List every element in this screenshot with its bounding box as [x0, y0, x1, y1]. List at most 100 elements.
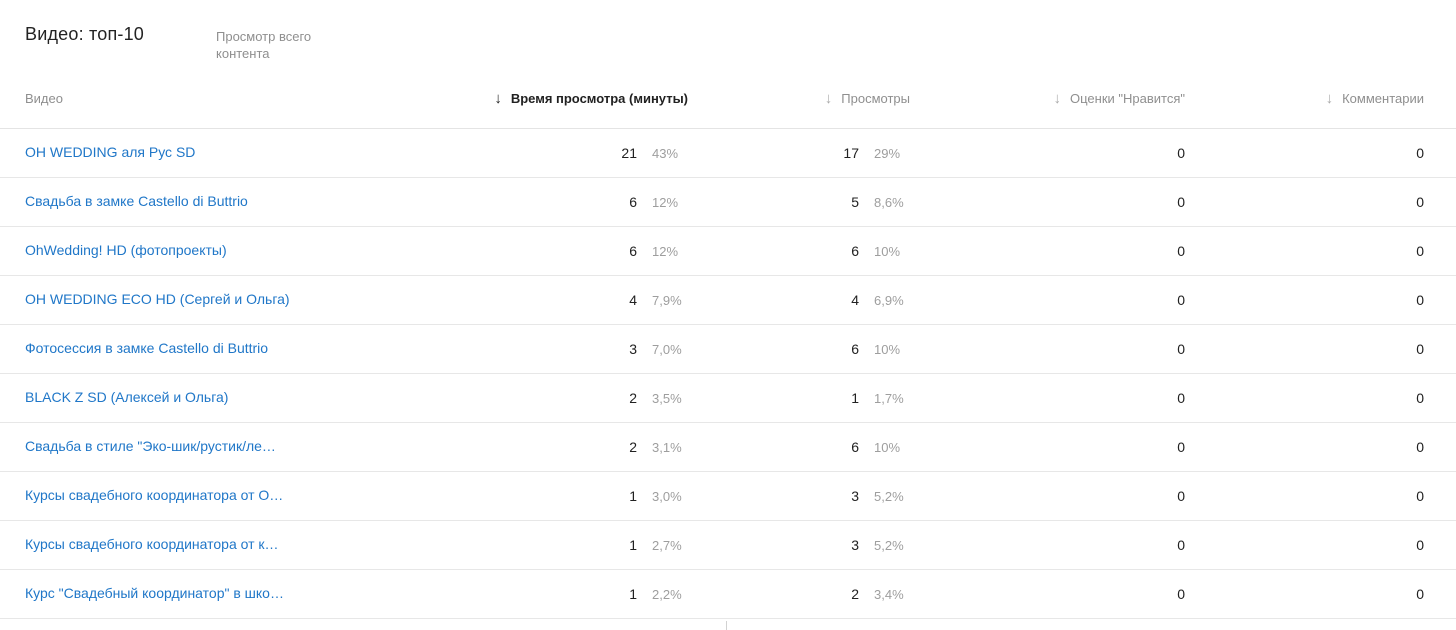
likes-value: 0 [1177, 537, 1185, 553]
comments-cell: 0 [1185, 537, 1424, 553]
watch-time-percent: 3,1% [652, 440, 682, 455]
views-percent: 3,4% [874, 587, 904, 602]
likes-cell: 0 [910, 194, 1185, 210]
video-link[interactable]: Курс "Свадебный координатор" в шко… [25, 585, 284, 601]
video-link[interactable]: Фотосессия в замке Castello di Buttrio [25, 340, 269, 356]
video-title-cell: Фотосессия в замке Castello di Buttrio [25, 340, 388, 358]
column-header-likes[interactable]: ↓ Оценки "Нравится" [910, 90, 1185, 107]
view-all-content-link[interactable]: Просмотр всего контента [216, 29, 312, 61]
watch-time-percent: 7,0% [652, 342, 682, 357]
views-value: 6 [851, 439, 859, 455]
column-header-watch-time[interactable]: ↓ Время просмотра (минуты) [388, 90, 688, 107]
video-link[interactable]: BLACK Z SD (Алексей и Ольга) [25, 389, 229, 405]
views-value: 5 [851, 194, 859, 210]
views-cell: 5 8,6% [688, 194, 910, 210]
video-link[interactable]: Свадьба в замке Castello di Buttrio [25, 193, 248, 209]
comments-value: 0 [1416, 145, 1424, 161]
comments-value: 0 [1416, 243, 1424, 259]
views-percent: 8,6% [874, 195, 904, 210]
watch-time-value: 21 [621, 145, 637, 161]
watch-time-cell: 1 2,7% [388, 537, 688, 553]
table-row: Курс "Свадебный координатор" в шко… 1 2,2%… [0, 570, 1456, 619]
sort-desc-icon: ↓ [494, 90, 502, 107]
video-title-cell: Курс "Свадебный координатор" в шко… [25, 585, 388, 603]
watch-time-cell: 1 3,0% [388, 488, 688, 504]
views-cell: 17 29% [688, 145, 910, 161]
comments-value: 0 [1416, 488, 1424, 504]
table-row: Курсы свадебного координатора от к… 1 2,7%… [0, 521, 1456, 570]
views-cell: 6 10% [688, 439, 910, 455]
views-cell: 6 10% [688, 341, 910, 357]
comments-value: 0 [1416, 390, 1424, 406]
comments-cell: 0 [1185, 243, 1424, 259]
watch-time-cell: 21 43% [388, 145, 688, 161]
views-percent: 6,9% [874, 293, 904, 308]
column-header-comments[interactable]: ↓ Комментарии [1185, 90, 1424, 107]
views-cell: 1 1,7% [688, 390, 910, 406]
table-row: OH WEDDING ECO HD (Сергей и Ольга) 4 7,9% 4… [0, 276, 1456, 325]
table-row: OH WEDDING аля Рус SD 21 43% 17 29% 0 0 [0, 129, 1456, 178]
watch-time-cell: 6 12% [388, 243, 688, 259]
column-header-likes-label: Оценки "Нравится" [1070, 91, 1185, 106]
column-header-views[interactable]: ↓ Просмотры [688, 90, 910, 107]
comments-value: 0 [1416, 341, 1424, 357]
watch-time-cell: 2 3,1% [388, 439, 688, 455]
video-link[interactable]: OH WEDDING ECO HD (Сергей и Ольга) [25, 291, 290, 307]
likes-cell: 0 [910, 488, 1185, 504]
watch-time-value: 1 [629, 488, 637, 504]
likes-cell: 0 [910, 292, 1185, 308]
likes-value: 0 [1177, 243, 1185, 259]
panel-header: Видео: топ-10 Просмотр всего контента [0, 0, 1456, 75]
watch-time-value: 2 [629, 390, 637, 406]
column-header-video[interactable]: Видео [25, 91, 388, 106]
views-percent: 10% [874, 244, 901, 259]
comments-value: 0 [1416, 439, 1424, 455]
column-header-watch-time-label: Время просмотра (минуты) [510, 91, 688, 106]
watch-time-value: 2 [629, 439, 637, 455]
views-cell: 2 3,4% [688, 586, 910, 602]
table-row: Свадьба в стиле "Эко-шик/рустик/ле… 2 3,1%… [0, 423, 1456, 472]
watch-time-value: 6 [629, 243, 637, 259]
likes-value: 0 [1177, 439, 1185, 455]
video-link[interactable]: OhWedding! HD (фотопроекты) [25, 242, 227, 258]
views-percent: 10% [874, 440, 901, 455]
video-title-cell: OH WEDDING аля Рус SD [25, 144, 388, 162]
likes-value: 0 [1177, 194, 1185, 210]
comments-cell: 0 [1185, 488, 1424, 504]
video-link[interactable]: Свадьба в стиле "Эко-шик/рустик/ле… [25, 438, 276, 454]
likes-value: 0 [1177, 341, 1185, 357]
views-value: 3 [851, 537, 859, 553]
comments-cell: 0 [1185, 390, 1424, 406]
likes-value: 0 [1177, 586, 1185, 602]
video-link[interactable]: Курсы свадебного координатора от О… [25, 487, 284, 503]
views-cell: 3 5,2% [688, 537, 910, 553]
sort-desc-icon: ↓ [1053, 90, 1062, 107]
comments-value: 0 [1416, 586, 1424, 602]
likes-cell: 0 [910, 439, 1185, 455]
views-cell: 6 10% [688, 243, 910, 259]
column-header-video-label: Видео [25, 91, 63, 106]
watch-time-cell: 6 12% [388, 194, 688, 210]
table-header-row: Видео ↓ Время просмотра (минуты) ↓ Просм… [0, 75, 1456, 129]
comments-cell: 0 [1185, 341, 1424, 357]
comments-value: 0 [1416, 537, 1424, 553]
views-value: 6 [851, 341, 859, 357]
watch-time-value: 1 [629, 586, 637, 602]
comments-cell: 0 [1185, 145, 1424, 161]
watch-time-percent: 12% [652, 195, 679, 210]
likes-value: 0 [1177, 292, 1185, 308]
video-title-cell: Свадьба в стиле "Эко-шик/рустик/ле… [25, 438, 388, 456]
video-link[interactable]: OH WEDDING аля Рус SD [25, 144, 196, 160]
likes-value: 0 [1177, 488, 1185, 504]
likes-value: 0 [1177, 390, 1185, 406]
views-percent: 29% [874, 146, 901, 161]
video-link[interactable]: Курсы свадебного координатора от к… [25, 536, 279, 552]
watch-time-cell: 1 2,2% [388, 586, 688, 602]
likes-cell: 0 [910, 341, 1185, 357]
views-value: 17 [843, 145, 859, 161]
table-body: OH WEDDING аля Рус SD 21 43% 17 29% 0 0 Свадьба… [0, 129, 1456, 619]
watch-time-percent: 2,7% [652, 538, 682, 553]
likes-cell: 0 [910, 145, 1185, 161]
watch-time-value: 4 [629, 292, 637, 308]
